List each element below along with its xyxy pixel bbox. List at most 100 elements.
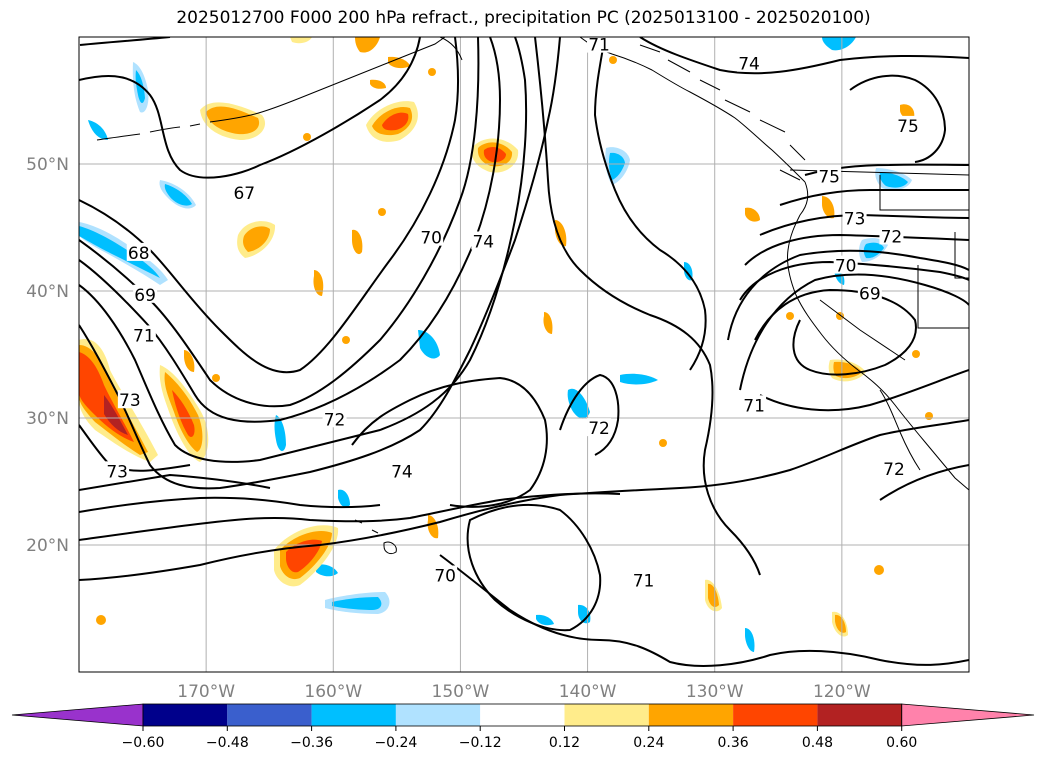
contour-line <box>727 249 969 341</box>
contour-label-bg <box>471 231 496 250</box>
colorbar-tick-label: 0.48 <box>802 735 833 751</box>
longitude-label: 140°W <box>559 682 617 702</box>
shade-blob <box>554 220 567 247</box>
coastline <box>96 37 446 141</box>
contour-line <box>849 74 947 163</box>
contour-label-bg <box>232 183 257 202</box>
shade-blob <box>104 395 128 435</box>
shade-dot <box>342 336 350 344</box>
colorbar-tick-label: −0.36 <box>290 735 333 751</box>
longitude-label: 120°W <box>813 682 871 702</box>
contour-line <box>79 496 381 513</box>
shade-blob <box>382 112 409 131</box>
contour-line <box>779 188 969 206</box>
latitude-label: 40°N <box>26 282 69 302</box>
border <box>789 169 969 361</box>
shade-blob <box>370 79 386 89</box>
contour-label: 71 <box>133 326 155 346</box>
contour-line <box>739 260 969 301</box>
contour-line <box>534 37 761 576</box>
colorbar-segment <box>817 704 902 726</box>
contour-line <box>79 37 171 46</box>
contour-line <box>79 37 528 463</box>
contour-label-bg <box>419 227 444 246</box>
shade-dot <box>428 68 436 76</box>
colorbar-segment <box>395 704 481 726</box>
contour-line <box>79 37 561 490</box>
contour-label: 74 <box>738 55 760 75</box>
contour-label-bg <box>587 418 612 437</box>
shade-blob <box>863 242 884 259</box>
contour-line <box>79 37 421 179</box>
contour-line <box>759 369 969 412</box>
colorbar-tick-label: −0.48 <box>206 735 249 751</box>
contour-label: 73 <box>844 210 866 230</box>
shade-blob <box>332 597 382 610</box>
shade-blob <box>316 564 338 577</box>
shade-blob <box>388 56 410 69</box>
contour-label-bg <box>631 570 656 589</box>
shade-blob <box>338 489 350 508</box>
colorbar-extend-high <box>901 703 1035 727</box>
shade-blob <box>172 390 195 437</box>
latitude-label: 50°N <box>26 155 69 175</box>
colorbar-segment <box>143 704 228 726</box>
shade-blob <box>418 330 440 359</box>
contour-label: 67 <box>233 184 255 204</box>
shade-blob <box>745 207 760 222</box>
contour-line <box>639 37 969 75</box>
contour-label-bg <box>131 325 156 344</box>
shade-blob <box>313 270 324 296</box>
contour-line <box>744 233 969 266</box>
shade-dot <box>786 312 794 320</box>
shade-dot <box>378 208 386 216</box>
coastline <box>639 44 806 181</box>
shade-blob <box>536 614 554 626</box>
contour-label-bg <box>322 409 347 428</box>
longitude-label: 150°W <box>432 682 490 702</box>
contour-label: 71 <box>743 396 765 416</box>
colorbar-tick-label: 0.60 <box>886 735 917 751</box>
shade-dot <box>912 350 920 358</box>
contour-label: 75 <box>818 168 840 188</box>
shade-blob <box>708 583 719 607</box>
shade-dot <box>303 133 311 141</box>
colorbar-segment <box>311 704 396 726</box>
shade-blob <box>184 350 195 372</box>
contour-label: 72 <box>881 227 903 247</box>
colorbar-tick-label: 0.36 <box>718 735 749 751</box>
colorbar-tick-label: −0.24 <box>374 735 417 751</box>
contour-label: 69 <box>859 285 881 305</box>
contour-label-bg <box>857 283 882 302</box>
shade-blob <box>835 614 846 633</box>
contour-line <box>754 288 917 376</box>
contour-label-bg <box>879 226 904 245</box>
shade-dot <box>659 439 667 447</box>
contour-line <box>79 37 460 374</box>
coastline <box>787 181 969 491</box>
latitude-label: 20°N <box>26 536 69 556</box>
contour-label-bg <box>895 115 920 134</box>
map-frame <box>78 36 970 673</box>
colorbar-tick-label: −0.60 <box>122 735 165 751</box>
shade-blob <box>290 37 312 44</box>
contour-label-bg <box>133 284 158 303</box>
shade-blob <box>79 352 134 442</box>
contour-label: 74 <box>472 232 494 252</box>
contour-label-bg <box>105 461 130 480</box>
contour-label-bg <box>117 390 142 409</box>
shade-blob <box>352 229 363 255</box>
longitude-label: 130°W <box>686 682 744 702</box>
shade-blob <box>164 184 192 206</box>
longitude-labels: 170°W 160°W 150°W 140°W 130°W 120°W <box>177 682 871 702</box>
colorbar-tick-label: 0.12 <box>549 735 580 751</box>
contour-line <box>351 376 548 508</box>
contour-line <box>439 554 969 667</box>
colorbar-segment <box>648 704 734 726</box>
map-gridlines <box>79 37 969 672</box>
shade-blob <box>88 120 108 140</box>
contour-line <box>593 37 707 371</box>
